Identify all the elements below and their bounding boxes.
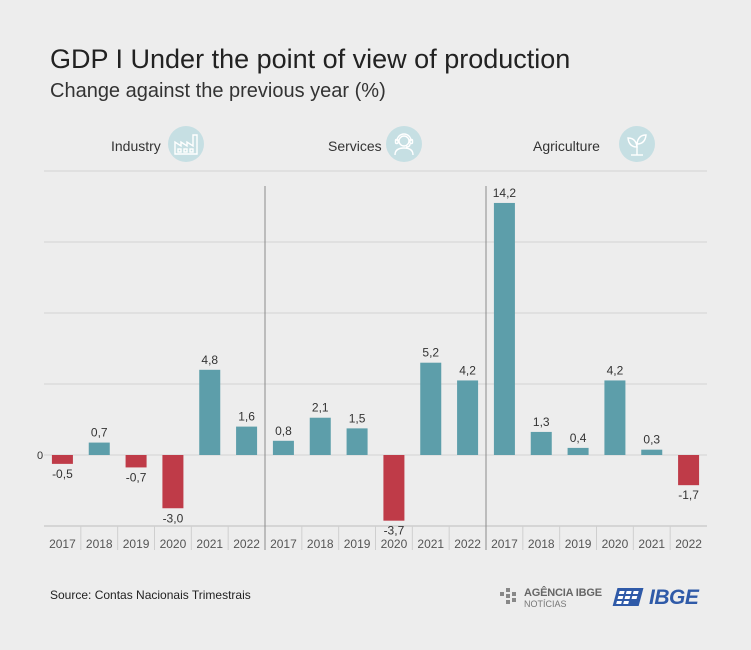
data-label: -3,0 xyxy=(163,511,184,525)
x-tick-label: 2022 xyxy=(233,537,260,551)
bar xyxy=(530,431,552,455)
factory-icon xyxy=(168,126,204,162)
y-tick-label-zero: 0 xyxy=(37,450,43,462)
x-tick-label: 2022 xyxy=(454,537,481,551)
data-label: -0,5 xyxy=(52,467,73,481)
bar xyxy=(199,369,221,455)
data-label: 1,6 xyxy=(238,410,255,424)
x-tick-label: 2020 xyxy=(160,537,187,551)
x-tick-label: 2019 xyxy=(344,537,371,551)
data-label: 1,5 xyxy=(349,411,366,425)
x-tick-label: 2017 xyxy=(49,537,76,551)
bar xyxy=(604,380,626,455)
data-label: 1,3 xyxy=(533,415,550,429)
bar xyxy=(678,455,700,486)
x-tick-label: 2018 xyxy=(307,537,334,551)
bar xyxy=(383,455,405,521)
data-label: 5,2 xyxy=(422,346,439,360)
x-tick-label: 2019 xyxy=(123,537,150,551)
bar xyxy=(567,447,589,455)
bar xyxy=(125,455,147,468)
x-tick-label: 2021 xyxy=(417,537,444,551)
data-label: 4,8 xyxy=(201,353,218,367)
data-label: -0,7 xyxy=(126,470,147,484)
data-label: -1,7 xyxy=(678,488,699,502)
panel-label-agriculture: Agriculture xyxy=(533,138,600,154)
source-note: Source: Contas Nacionais Trimestrais xyxy=(50,588,251,602)
data-label: 0,7 xyxy=(91,426,108,440)
ibge-brand-text: IBGE xyxy=(649,586,699,609)
bar xyxy=(641,449,663,455)
x-tick-label: 2018 xyxy=(86,537,113,551)
data-label: 4,2 xyxy=(607,363,624,377)
x-tick-label: 2022 xyxy=(675,537,702,551)
agencia-brand-line2: NOTÍCIAS xyxy=(524,599,567,609)
bar xyxy=(162,455,184,509)
x-tick-label: 2020 xyxy=(602,537,629,551)
agencia-mark-icon xyxy=(500,588,516,604)
bar xyxy=(420,362,442,455)
chart-title: GDP I Under the point of view of product… xyxy=(50,44,571,74)
data-label: 0,3 xyxy=(643,433,660,447)
agencia-ibge-logo: AGÊNCIA IBGE NOTÍCIAS xyxy=(498,586,602,612)
data-label: -3,7 xyxy=(384,524,405,538)
x-tick-label: 2021 xyxy=(638,537,665,551)
data-label: 14,2 xyxy=(493,186,517,200)
x-tick-label: 2020 xyxy=(381,537,408,551)
ibge-mark-icon xyxy=(612,588,644,606)
chart-subtitle: Change against the previous year (%) xyxy=(50,80,386,102)
x-tick-label: 2017 xyxy=(270,537,297,551)
ibge-logo: IBGE xyxy=(612,586,707,610)
data-label: 2,1 xyxy=(312,401,329,415)
bar xyxy=(457,380,479,455)
bar xyxy=(51,455,73,464)
x-tick-label: 2017 xyxy=(491,537,518,551)
panel-label-industry: Industry xyxy=(111,138,161,154)
data-label: 0,8 xyxy=(275,424,292,438)
data-label: 0,4 xyxy=(570,431,587,445)
agencia-brand-line1: AGÊNCIA IBGE xyxy=(524,587,602,599)
bar xyxy=(493,202,515,455)
bar xyxy=(236,426,258,455)
x-tick-label: 2018 xyxy=(528,537,555,551)
x-tick-label: 2019 xyxy=(565,537,592,551)
panel-label-services: Services xyxy=(328,138,382,154)
bar xyxy=(309,417,331,455)
bar xyxy=(346,428,368,455)
headset-agent-icon xyxy=(386,126,422,162)
bar xyxy=(88,442,110,455)
x-tick-label: 2021 xyxy=(196,537,223,551)
plant-icon xyxy=(619,126,655,162)
bar xyxy=(272,440,294,455)
data-label: 4,2 xyxy=(459,363,476,377)
